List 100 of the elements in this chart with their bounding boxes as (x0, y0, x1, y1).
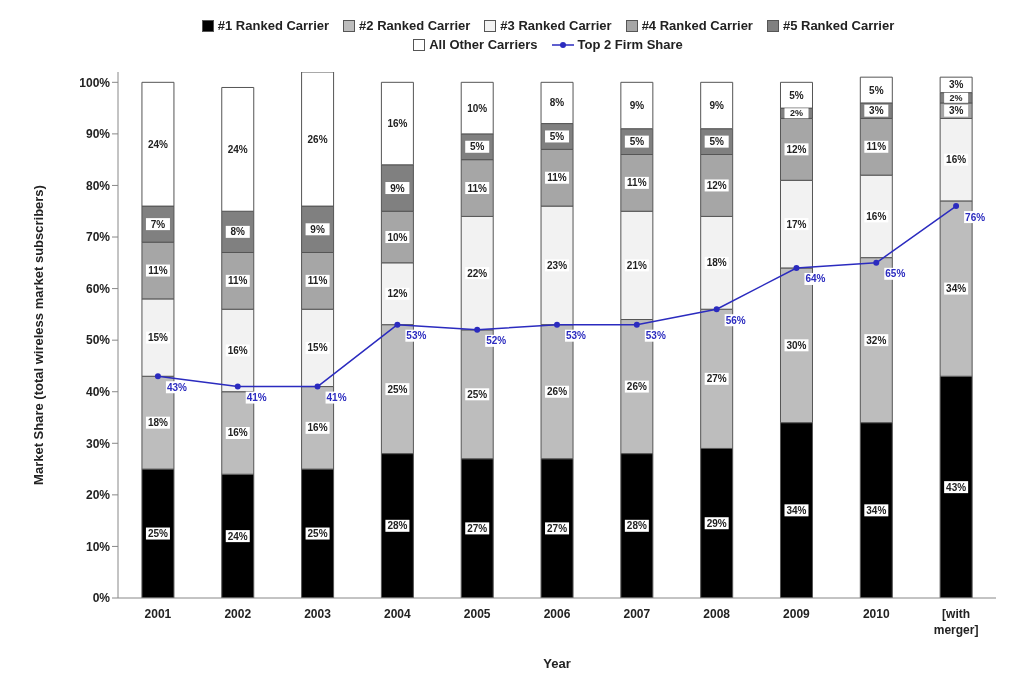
data-label: 10% (387, 231, 408, 243)
data-label: 27% (706, 373, 727, 385)
data-label: 5% (469, 141, 485, 153)
y-tick-label: 40% (85, 384, 111, 399)
x-tick-label: 2009 (783, 607, 811, 621)
data-label: 5% (709, 136, 725, 148)
y-tick-label: 50% (85, 333, 111, 348)
y-tick-label: 20% (85, 488, 111, 503)
data-label: 41% (246, 392, 267, 404)
data-label: 53% (406, 330, 427, 342)
legend-label: Top 2 Firm Share (577, 37, 683, 52)
data-label: 16% (227, 344, 248, 356)
point (234, 383, 241, 390)
legend-label: #4 Ranked Carrier (641, 18, 753, 33)
data-label: 2% (949, 92, 963, 103)
data-label: 3% (948, 79, 964, 91)
data-label: 18% (706, 257, 727, 269)
data-label: 9% (709, 100, 725, 112)
y-tick-label: 30% (85, 436, 111, 451)
data-label: 16% (227, 427, 248, 439)
data-label: 56% (725, 314, 746, 326)
data-label: 11% (228, 275, 248, 287)
data-label: 15% (307, 342, 328, 354)
data-label: 9% (629, 100, 645, 112)
legend-label: All Other Carriers (429, 37, 538, 52)
x-tick-label: [with merger] (933, 607, 979, 637)
point (873, 259, 880, 266)
x-tick-label: 2007 (623, 607, 651, 621)
data-label: 25% (467, 388, 488, 400)
point (474, 326, 481, 333)
data-label: 25% (307, 528, 328, 540)
x-axis-title: Year (543, 656, 571, 671)
data-label: 16% (387, 118, 408, 130)
data-label: 76% (965, 211, 986, 223)
y-tick-label: 0% (92, 591, 111, 606)
data-label: 41% (326, 392, 347, 404)
data-label: 15% (147, 332, 169, 344)
data-label: 9% (310, 223, 325, 235)
data-label: 26% (307, 133, 328, 145)
y-tick-label: 70% (85, 230, 111, 245)
data-label: 3% (948, 105, 964, 117)
data-label: 12% (706, 179, 727, 191)
data-label: 8% (230, 226, 246, 238)
y-tick-label: 90% (85, 127, 111, 142)
y-tick-label: 10% (85, 539, 111, 554)
data-label: 27% (467, 522, 488, 534)
data-label: 28% (626, 520, 647, 532)
data-label: 18% (147, 417, 169, 429)
legend-label: #2 Ranked Carrier (359, 18, 471, 33)
data-label: 43% (946, 481, 967, 493)
data-label: 5% (869, 84, 884, 96)
x-tick-label: 2006 (543, 607, 571, 621)
data-label: 43% (166, 381, 188, 393)
data-label: 10% (467, 102, 488, 114)
x-tick-label: 2001 (144, 607, 172, 621)
data-label: 11% (307, 275, 328, 287)
x-tick-label: 2003 (304, 607, 332, 621)
data-label: 23% (547, 259, 568, 271)
data-label: 27% (547, 522, 568, 534)
data-label: 5% (549, 130, 565, 142)
data-label: 11% (467, 182, 488, 194)
x-tick-label: 2002 (224, 607, 252, 621)
x-tick-label: 2008 (703, 607, 731, 621)
data-label: 21% (626, 259, 647, 271)
data-label: 2% (789, 108, 803, 119)
data-label: 16% (307, 422, 328, 434)
data-label: 16% (866, 210, 887, 222)
y-tick-label: 80% (85, 178, 111, 193)
data-label: 34% (866, 504, 887, 516)
data-label: 28% (387, 520, 408, 532)
data-label: 5% (629, 136, 645, 148)
data-label: 7% (150, 218, 166, 230)
data-label: 16% (946, 154, 967, 166)
data-label: 8% (549, 97, 565, 109)
legend-label: #5 Ranked Carrier (782, 18, 895, 33)
data-label: 25% (147, 528, 169, 540)
point (713, 306, 720, 313)
y-tick-label: 60% (85, 281, 111, 296)
point (394, 321, 401, 328)
data-label: 11% (148, 265, 168, 277)
data-label: 11% (547, 172, 567, 184)
x-tick-label: 2004 (384, 607, 412, 621)
data-label: 34% (786, 504, 807, 516)
point (314, 383, 321, 390)
data-label: 64% (805, 273, 826, 285)
point (633, 321, 640, 328)
y-tick-label: 100% (79, 75, 111, 90)
x-tick-label: 2005 (463, 607, 491, 621)
data-label: 12% (387, 288, 408, 300)
point (793, 264, 800, 271)
point (554, 321, 560, 328)
point (154, 373, 161, 380)
data-label: 65% (885, 268, 906, 280)
data-label: 53% (645, 330, 666, 342)
x-tick-label: 2010 (862, 607, 890, 621)
data-label: 30% (786, 339, 807, 351)
data-label: 24% (147, 138, 169, 150)
legend-label: #3 Ranked Carrier (500, 18, 612, 33)
data-label: 24% (227, 530, 248, 542)
data-label: 29% (706, 517, 727, 529)
